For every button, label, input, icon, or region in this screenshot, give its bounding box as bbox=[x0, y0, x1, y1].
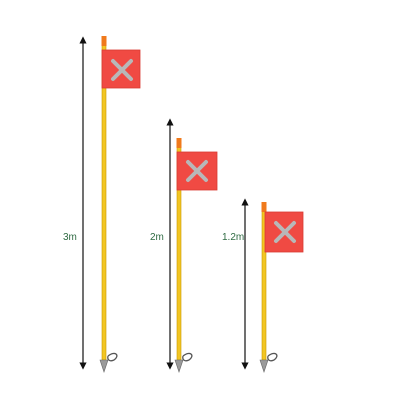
cross-icon-3m bbox=[111, 59, 133, 81]
flag-assembly-3m bbox=[79, 36, 141, 373]
height-label-2m: 2m bbox=[150, 232, 164, 243]
height-label-3m: 3m bbox=[63, 232, 77, 243]
flag-assembly-1-2m bbox=[241, 198, 304, 373]
ground-spike-1-2m bbox=[259, 352, 278, 373]
height-label-1-2m: 1.2m bbox=[222, 232, 245, 243]
ground-spike-3m bbox=[99, 352, 118, 373]
pole-tip-2m bbox=[176, 138, 182, 148]
pole-tip-1-2m bbox=[261, 202, 267, 212]
ground-spike-2m bbox=[174, 352, 193, 373]
flag-assembly-2m bbox=[166, 118, 218, 373]
cross-icon-1-2m bbox=[274, 221, 296, 243]
cross-icon-2m bbox=[186, 160, 208, 182]
pole-tip-3m bbox=[101, 36, 107, 46]
